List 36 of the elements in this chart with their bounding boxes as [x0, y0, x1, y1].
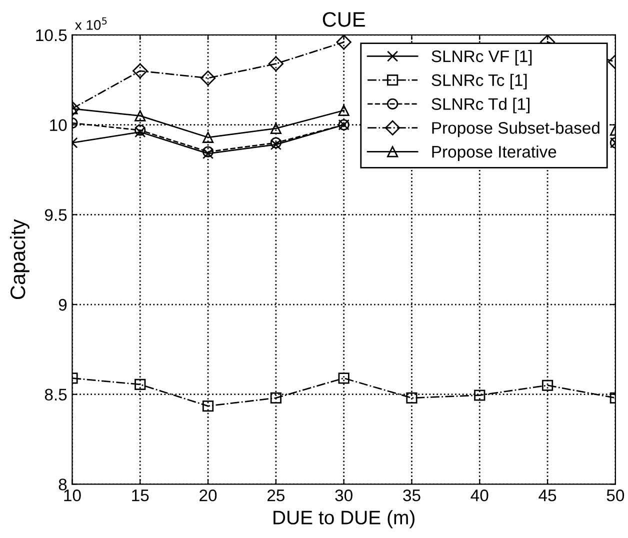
point	[406, 392, 418, 404]
point	[338, 104, 350, 116]
legend-label: Propose Subset-based	[432, 122, 600, 138]
legend-label: Propose Iterative	[432, 145, 556, 161]
x-tick-label: 15	[132, 490, 149, 502]
point	[132, 63, 148, 78]
point	[270, 122, 282, 134]
y-tick-label: 9.5	[44, 209, 67, 221]
y-tick-label: 10.5	[36, 29, 67, 42]
y-axis-title: Capacity	[10, 219, 30, 300]
legend-label: SLNRc VF [1]	[432, 50, 532, 66]
point	[270, 392, 282, 404]
legend-label: SLNRc Td [1]	[432, 98, 530, 114]
point	[202, 132, 214, 143]
x-tick-label: 45	[538, 490, 556, 502]
x-axis-title: DUE to DUE (m)	[274, 510, 414, 528]
point	[200, 70, 216, 86]
x-tick-label: 30	[335, 490, 352, 502]
point	[134, 110, 146, 122]
point	[134, 378, 146, 390]
x-tick-label: 50	[606, 490, 624, 502]
chart-title: CUE	[322, 12, 365, 27]
y-tick-label: 8.5	[44, 388, 67, 401]
y-tick-label: 10	[50, 119, 67, 132]
y-tick-label: 9	[58, 298, 67, 311]
x-tick-label: 35	[403, 490, 420, 502]
x-tick-label: 20	[200, 490, 217, 502]
legend-label: SLNRc Tc [1]	[432, 74, 527, 90]
point	[202, 400, 214, 412]
x-tick-label: 25	[268, 490, 284, 502]
point	[338, 372, 350, 384]
y-tick-label: 8	[58, 478, 67, 490]
x-tick-label: 40	[470, 490, 488, 502]
point	[336, 34, 352, 50]
point	[268, 56, 284, 72]
text: x 10$^{5}$	[75, 17, 107, 30]
